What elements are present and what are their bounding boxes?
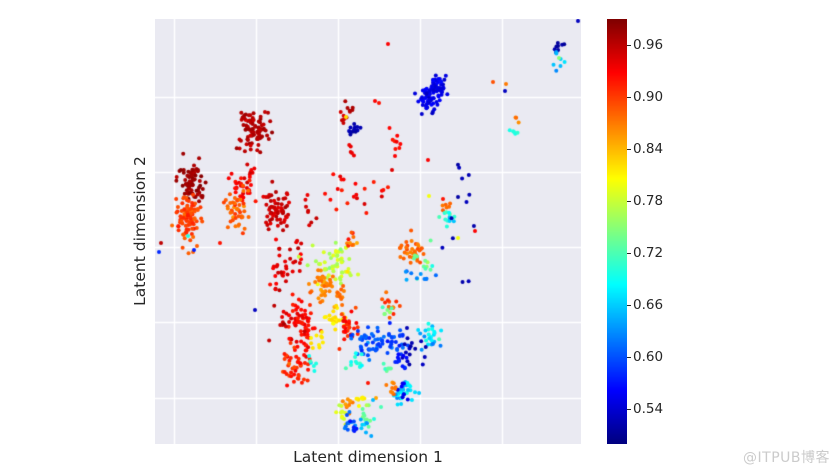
plot-area xyxy=(155,19,581,444)
colorbar-tick-label: 0.54 xyxy=(633,401,664,418)
colorbar-tick-mark xyxy=(627,97,631,99)
x-axis-label: Latent dimension 1 xyxy=(293,448,443,466)
colorbar-tick-label: 0.84 xyxy=(633,141,664,158)
colorbar-tick-label: 0.90 xyxy=(633,89,664,106)
colorbar-tick-mark xyxy=(627,201,631,203)
colorbar-tick-mark xyxy=(627,409,631,411)
colorbar-tick-mark xyxy=(627,305,631,307)
colorbar-tick-label: 0.72 xyxy=(633,245,664,262)
colorbar-tick-label: 0.66 xyxy=(633,297,664,314)
colorbar-tick-mark xyxy=(627,357,631,359)
colorbar-tick-label: 0.78 xyxy=(633,193,664,210)
colorbar-tick-mark xyxy=(627,149,631,151)
colorbar-tick-mark xyxy=(627,45,631,47)
colorbar-tick-label: 0.60 xyxy=(633,349,664,366)
colorbar-tick-label: 0.96 xyxy=(633,37,664,54)
watermark: @ITPUB博客 xyxy=(743,450,830,466)
colorbar xyxy=(607,19,627,444)
y-axis-label: Latent dimension 2 xyxy=(131,156,149,306)
scatter-canvas xyxy=(155,19,581,444)
colorbar-gradient xyxy=(607,19,627,444)
colorbar-tick-mark xyxy=(627,253,631,255)
